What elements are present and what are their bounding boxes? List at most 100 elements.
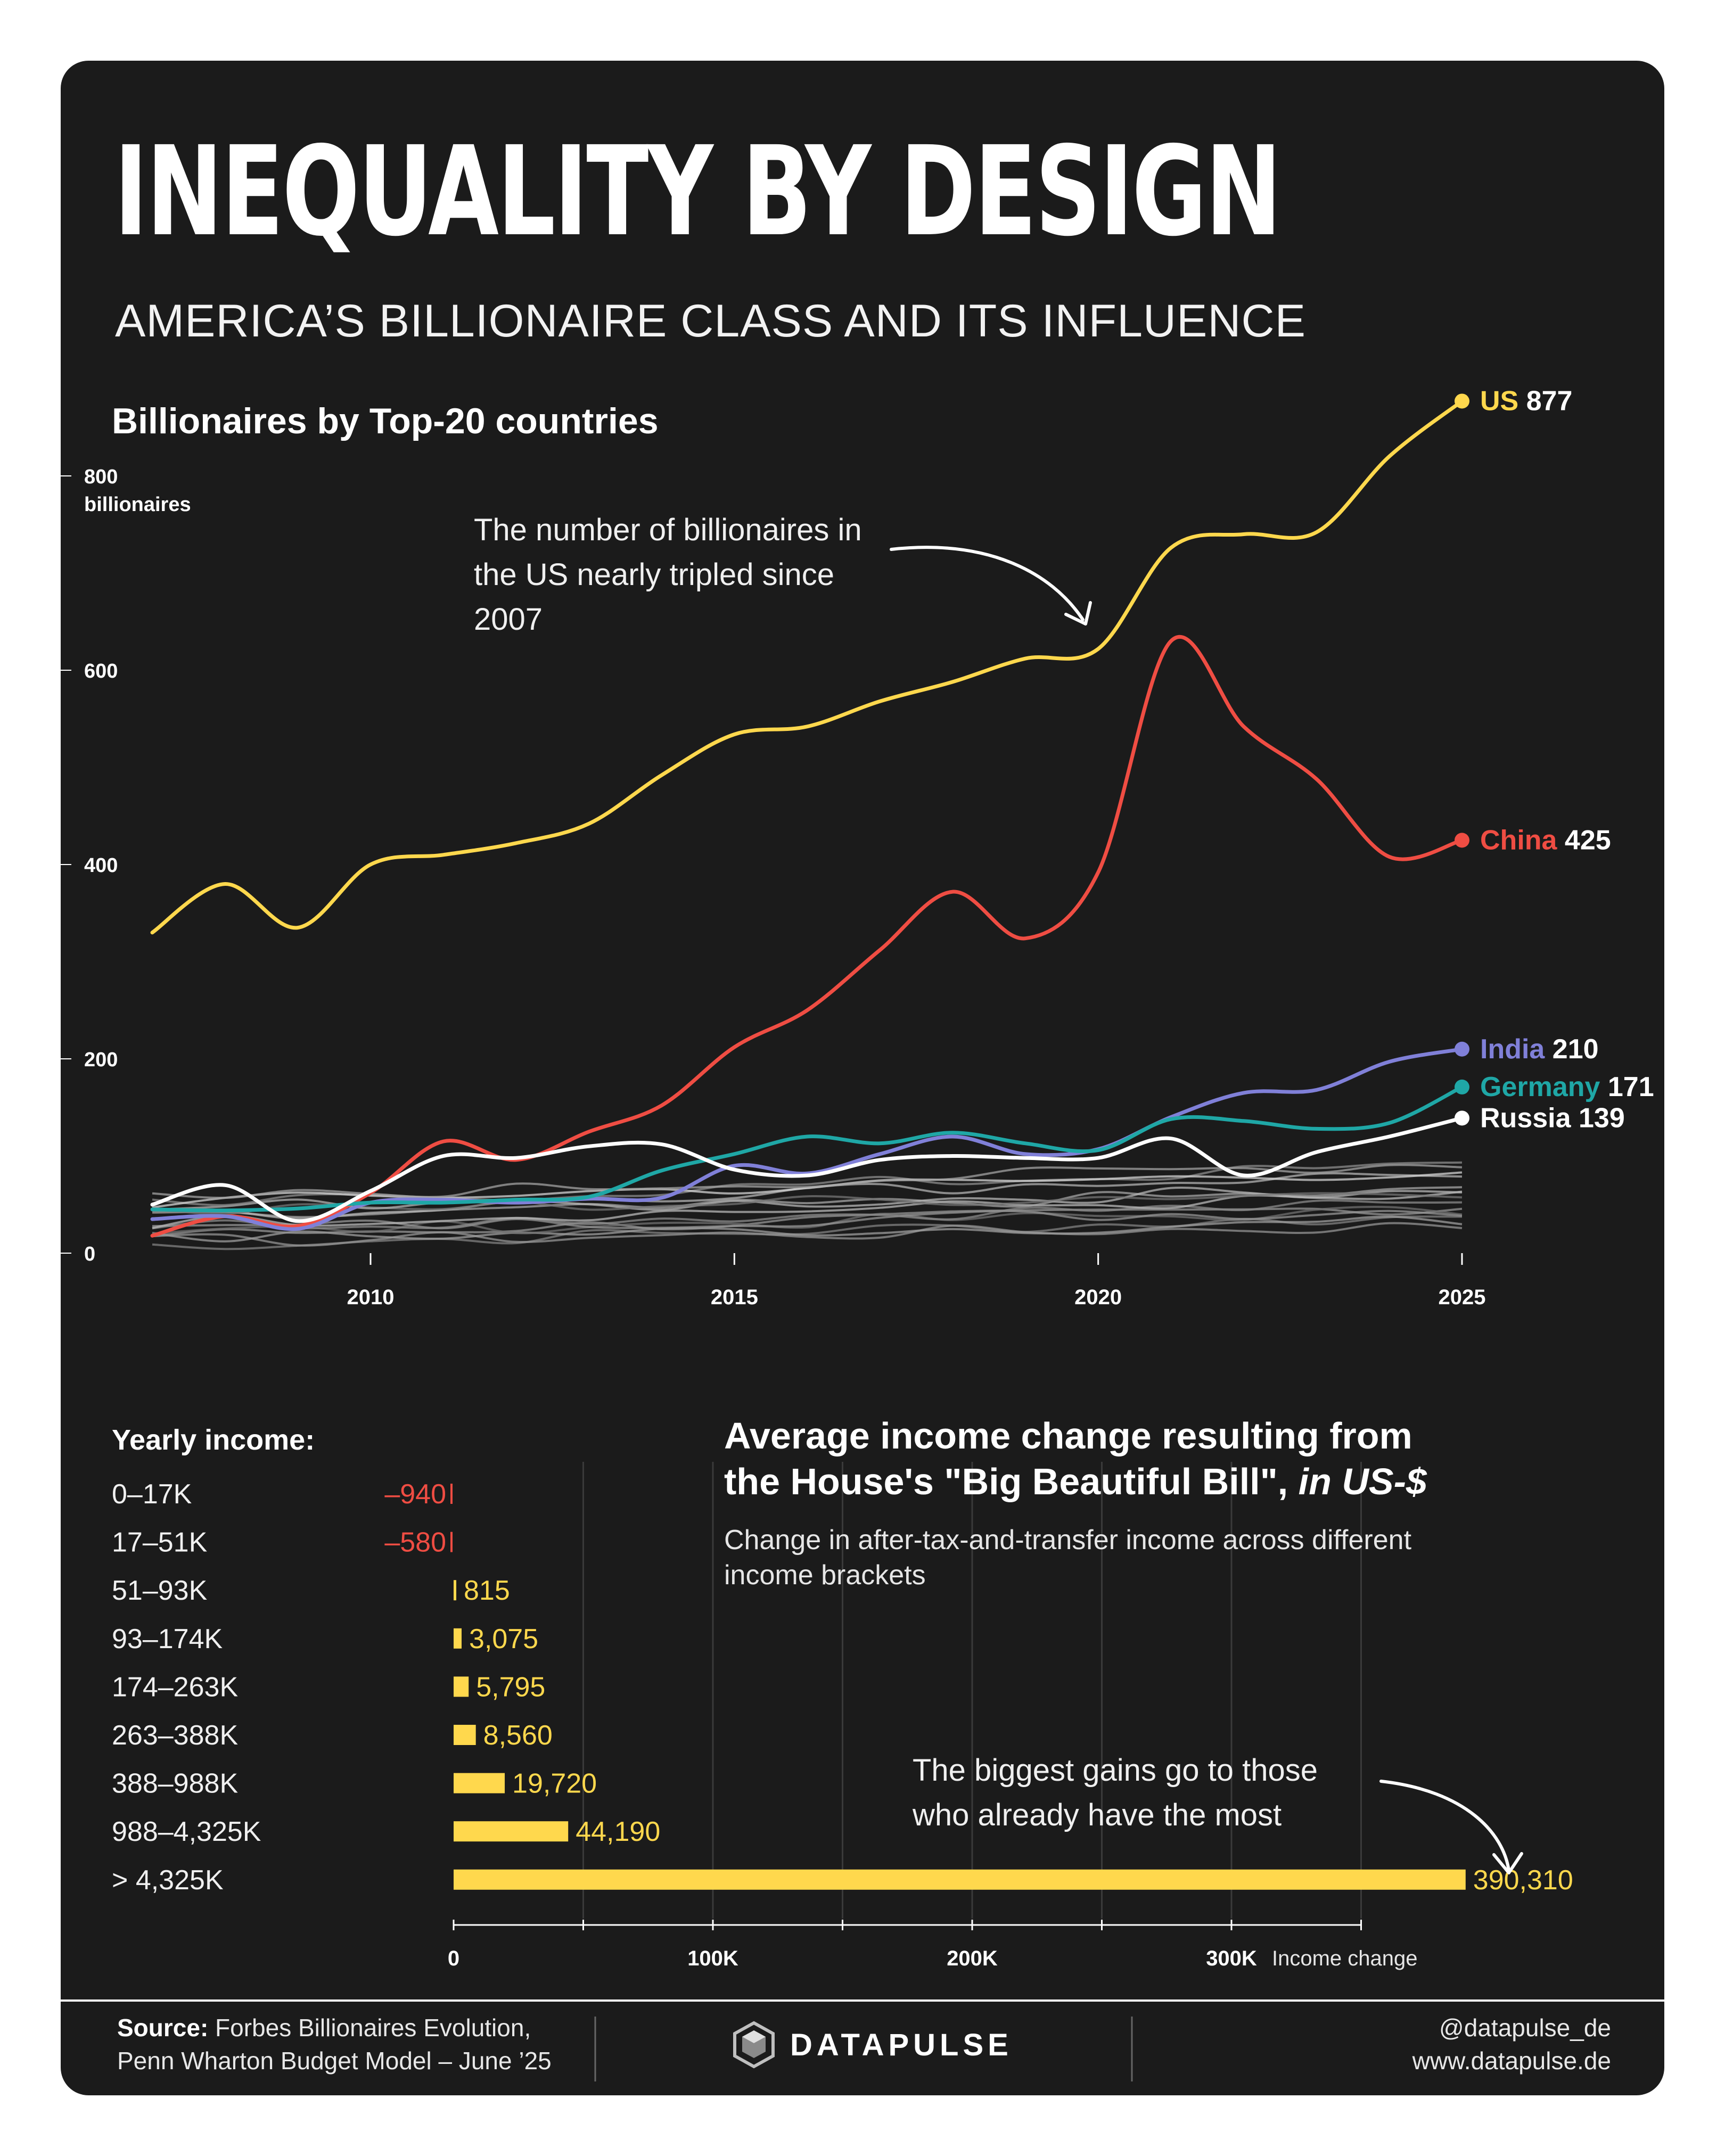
bar-x-tick-label: 300K [1206, 1947, 1257, 1970]
income-bar-value: 815 [464, 1575, 510, 1606]
brand-name: DATAPULSE [790, 2028, 1013, 2062]
bar-x-axis-label: Income change [1272, 1947, 1418, 1970]
annotation-arrowhead [1064, 601, 1092, 626]
income-bar [450, 1532, 453, 1552]
series-label-name: India [1480, 1034, 1552, 1065]
line-chart: 0 200 400 600 800 billionaires 2010 2015 2020 202… [61, 385, 1654, 1309]
background-series-line [152, 1186, 1463, 1220]
income-bar-value: –580 [384, 1527, 446, 1558]
income-bar [454, 1821, 569, 1842]
income-bracket-label: 93–174K [112, 1624, 223, 1655]
income-bracket-label: 263–388K [112, 1720, 238, 1751]
series-label-name: Russia [1480, 1102, 1579, 1133]
source-note: Source: Forbes Billionaires Evolution, P… [117, 2011, 552, 2077]
footer-lines [61, 1999, 1664, 2081]
income-bar [450, 1484, 453, 1504]
background-series-line [152, 1215, 1463, 1242]
income-bar-value: 19,720 [512, 1768, 597, 1799]
income-bracket-label: 388–988K [112, 1768, 238, 1799]
bar-chart-subtitle: Change in after-tax-and-transfer income … [724, 1525, 1412, 1591]
income-bracket-label: > 4,325K [112, 1865, 224, 1896]
source-line-2: Penn Wharton Budget Model – June ’25 [117, 2047, 552, 2075]
y-axis-label: billionaires [84, 493, 191, 516]
series-label-india: India 210 [1480, 1034, 1599, 1065]
income-bracket-label: 174–263K [112, 1672, 238, 1702]
income-bar-value: 3,075 [469, 1624, 538, 1655]
bar-chart-annotation-text: The biggest gains go to those who alread… [913, 1753, 1318, 1832]
series-label-china: China 425 [1480, 825, 1611, 855]
income-bar [454, 1773, 505, 1793]
income-bar [454, 1869, 1466, 1890]
x-tick-label: 2015 [711, 1286, 758, 1309]
income-bar-value: 8,560 [483, 1720, 553, 1751]
income-brackets-label: Yearly income: [112, 1424, 315, 1456]
series-line-russia [150, 1116, 1464, 1223]
series-label-name: Germany [1480, 1072, 1608, 1102]
x-tick-label: 2020 [1074, 1286, 1122, 1309]
x-tick-label: 2025 [1439, 1286, 1486, 1309]
series-endpoint-china [1455, 833, 1469, 848]
website-link[interactable]: www.datapulse.de [1412, 2047, 1611, 2075]
y-tick-label: 200 [84, 1049, 118, 1071]
income-bracket-label: 17–51K [112, 1527, 208, 1558]
background-series-line [152, 1209, 1463, 1230]
series-label-name: US [1480, 385, 1526, 416]
income-bar [454, 1628, 462, 1649]
bar-chart: 0 100K 200K 300K Income change 0–17K –940 17–51… [112, 1462, 1573, 1970]
y-tick-label: 600 [84, 660, 118, 682]
background-series-line [152, 1164, 1463, 1199]
series-label-us: US 877 [1480, 385, 1572, 416]
y-tick-label: 800 [84, 466, 118, 488]
income-bar-value: 44,190 [576, 1816, 660, 1847]
income-bar-value: 390,310 [1473, 1865, 1573, 1896]
page-subtitle: AMERICA’S BILLIONAIRE CLASS AND ITS INFL… [115, 295, 1306, 347]
income-bracket-label: 0–17K [112, 1479, 192, 1510]
series-endpoint-us [1455, 393, 1469, 409]
series-label-value: 139 [1579, 1102, 1625, 1133]
income-bar [454, 1580, 456, 1601]
charts-canvas: 0 200 400 600 800 billionaires 2010 2015 2020 202… [61, 385, 1664, 2081]
series-line-germany [150, 1085, 1464, 1213]
page-title: INEQUALITY BY DESIGN [114, 120, 1282, 264]
bar-x-tick-label: 0 [448, 1947, 459, 1970]
series-label-value: 425 [1565, 825, 1611, 855]
social-handle[interactable]: @datapulse_de [1439, 2014, 1611, 2042]
infographic-card: 0 200 400 600 800 billionaires 2010 2015 2020 202… [61, 61, 1664, 2095]
line-chart-annotation: The number of billionaires in the US nea… [474, 513, 862, 637]
bar-chart-title-main: Average income change resulting from the… [724, 1415, 1427, 1502]
series-endpoint-germany [1455, 1079, 1469, 1095]
datapulse-logo-icon [733, 2021, 775, 2069]
source-label: Source: [117, 2014, 209, 2042]
bar-chart-annotation: The biggest gains go to those who alread… [913, 1748, 1370, 1838]
bar-annotation-arrow [1379, 1780, 1510, 1872]
social-links: @datapulse_de www.datapulse.de [1412, 2011, 1611, 2077]
series-label-russia: Russia 139 [1480, 1102, 1625, 1133]
y-tick-label: 0 [84, 1243, 95, 1265]
annotation-arrow [890, 546, 1085, 621]
background-series-line [152, 1171, 1463, 1209]
income-bar-value: –940 [384, 1479, 446, 1510]
bar-x-tick-label: 200K [947, 1947, 998, 1970]
series-line-china [150, 635, 1464, 1238]
series-label-value: 210 [1552, 1034, 1599, 1065]
series-endpoint-russia [1455, 1110, 1469, 1126]
background-series [152, 1161, 1463, 1250]
income-bracket-label: 51–93K [112, 1575, 208, 1606]
bar-annotation-arrowhead [1492, 1852, 1523, 1874]
series-label-value: 171 [1608, 1072, 1654, 1102]
line-chart-title: Billionaires by Top-20 countries [112, 401, 659, 441]
series-label-value: 877 [1526, 385, 1573, 416]
background-series-line [152, 1199, 1463, 1230]
income-bar-value: 5,795 [476, 1672, 545, 1702]
bar-chart-title: Average income change resulting from the… [724, 1413, 1469, 1504]
series-endpoint-india [1455, 1041, 1469, 1057]
y-tick-label: 400 [84, 854, 118, 877]
bar-x-tick-label: 100K [687, 1947, 738, 1970]
bar-chart-title-suffix: in US-$ [1288, 1461, 1427, 1502]
income-bracket-label: 988–4,325K [112, 1816, 261, 1847]
series-line-us [150, 399, 1464, 935]
income-bar [454, 1676, 469, 1697]
income-bar [454, 1725, 476, 1745]
series-label-name: China [1480, 825, 1565, 855]
x-tick-label: 2010 [347, 1286, 395, 1309]
